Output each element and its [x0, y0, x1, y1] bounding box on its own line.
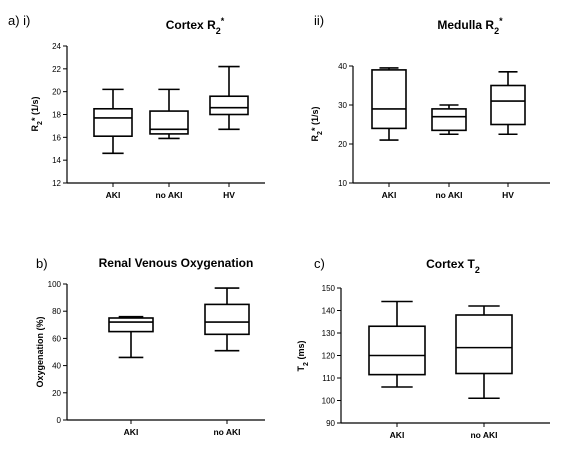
- y-axis-label: R2* (1/s): [30, 97, 44, 132]
- y-axis-label-rest: (ms): [296, 341, 306, 363]
- panel-label: c): [314, 256, 325, 271]
- x-category-label: no AKI: [435, 190, 462, 200]
- box-iqr: [371, 69, 407, 130]
- panel-1: a) i) Cortex R2*R2* (1/s)12141618202224AK…: [8, 13, 265, 200]
- y-tick-label: 0: [57, 416, 62, 425]
- y-axis-label-main: R: [310, 134, 320, 141]
- box-plot-2: [149, 88, 189, 140]
- y-axis-label-main: R: [30, 124, 40, 131]
- y-tick-label: 100: [322, 397, 336, 406]
- box-plot-2: [204, 287, 250, 352]
- y-tick-label: 20: [52, 88, 61, 97]
- x-category-label: no AKI: [213, 427, 240, 437]
- chart-title-main: Cortex T: [426, 257, 475, 271]
- box-iqr: [108, 317, 154, 333]
- y-axis-label: T2 (ms): [296, 341, 310, 372]
- chart-title-subscript: 2: [494, 26, 499, 36]
- y-tick-label: 30: [338, 101, 347, 110]
- chart-title: Medulla R2*: [437, 16, 503, 36]
- y-axis-label-rest: * (1/s): [310, 107, 320, 132]
- y-tick-label: 22: [52, 65, 61, 74]
- x-category-label: no AKI: [155, 190, 182, 200]
- y-tick-label: 60: [52, 334, 61, 343]
- y-tick-label: 100: [48, 280, 62, 289]
- y-axis-label-subscript: 2: [303, 362, 310, 366]
- chart-title-main: Cortex R: [166, 18, 216, 32]
- box-iqr: [368, 325, 426, 376]
- panel-3: b) Renal Venous Oxygenation Oxygenation (%…: [35, 256, 265, 437]
- x-category-label: AKI: [382, 190, 397, 200]
- panel-label: b): [36, 256, 48, 271]
- chart-title-main: Medulla R: [437, 18, 494, 32]
- box-plot-1: [368, 300, 426, 388]
- y-tick-label: 18: [52, 111, 61, 120]
- box-iqr: [204, 303, 250, 336]
- y-tick-label: 80: [52, 307, 61, 316]
- y-tick-label: 24: [52, 42, 61, 51]
- x-category-label: HV: [502, 190, 514, 200]
- x-category-label: HV: [223, 190, 235, 200]
- box-iqr: [490, 84, 526, 126]
- y-axis-label-rest: * (1/s): [30, 97, 40, 122]
- x-category-label: no AKI: [470, 430, 497, 440]
- y-tick-label: 140: [322, 307, 336, 316]
- x-category-label: AKI: [124, 427, 139, 437]
- panel-label: a) i): [8, 13, 30, 28]
- chart-title-main: Renal Venous Oxygenation: [99, 256, 254, 270]
- box-iqr: [93, 107, 133, 137]
- y-tick-label: 150: [322, 284, 336, 293]
- chart-title-subscript: 2: [475, 265, 480, 275]
- x-category-label: AKI: [106, 190, 121, 200]
- box-iqr: [149, 110, 189, 135]
- y-tick-label: 14: [52, 156, 61, 165]
- y-tick-label: 120: [322, 352, 336, 361]
- chart-title: Renal Venous Oxygenation: [99, 256, 254, 270]
- y-tick-label: 20: [52, 389, 61, 398]
- y-tick-label: 12: [52, 179, 61, 188]
- box-plot-3: [490, 71, 526, 136]
- y-tick-label: 40: [338, 62, 347, 71]
- y-axis-label-main: T: [296, 365, 306, 371]
- box-plot-1: [371, 67, 407, 141]
- box-iqr: [455, 314, 513, 375]
- box-plot-1: [93, 88, 133, 155]
- chart-title-superscript: *: [499, 16, 503, 26]
- y-axis-label: Oxygenation (%): [35, 316, 45, 387]
- y-tick-label: 10: [338, 179, 347, 188]
- x-category-label: AKI: [390, 430, 405, 440]
- y-axis-label-subscript: 2: [317, 131, 324, 135]
- y-axis-label: R2* (1/s): [310, 107, 324, 142]
- chart-title-subscript: 2: [216, 26, 221, 36]
- box-iqr: [431, 108, 467, 132]
- panel-label: ii): [314, 13, 324, 28]
- chart-title: Cortex R2*: [166, 16, 225, 36]
- y-tick-label: 90: [326, 419, 335, 428]
- box-plot-3: [209, 65, 249, 131]
- y-axis-label-subscript: 2: [37, 121, 44, 125]
- box-plot-2: [431, 104, 467, 136]
- box-plot-2: [455, 305, 513, 400]
- y-tick-label: 110: [322, 374, 335, 383]
- y-tick-label: 20: [338, 140, 347, 149]
- chart-title-superscript: *: [221, 16, 225, 26]
- box-iqr: [209, 95, 249, 116]
- box-plot-1: [108, 315, 154, 359]
- y-tick-label: 16: [52, 133, 61, 142]
- y-tick-label: 40: [52, 362, 61, 371]
- y-axis-label-main: Oxygenation (%): [35, 316, 45, 387]
- y-tick-label: 130: [322, 329, 336, 338]
- chart-title: Cortex T2: [426, 257, 480, 275]
